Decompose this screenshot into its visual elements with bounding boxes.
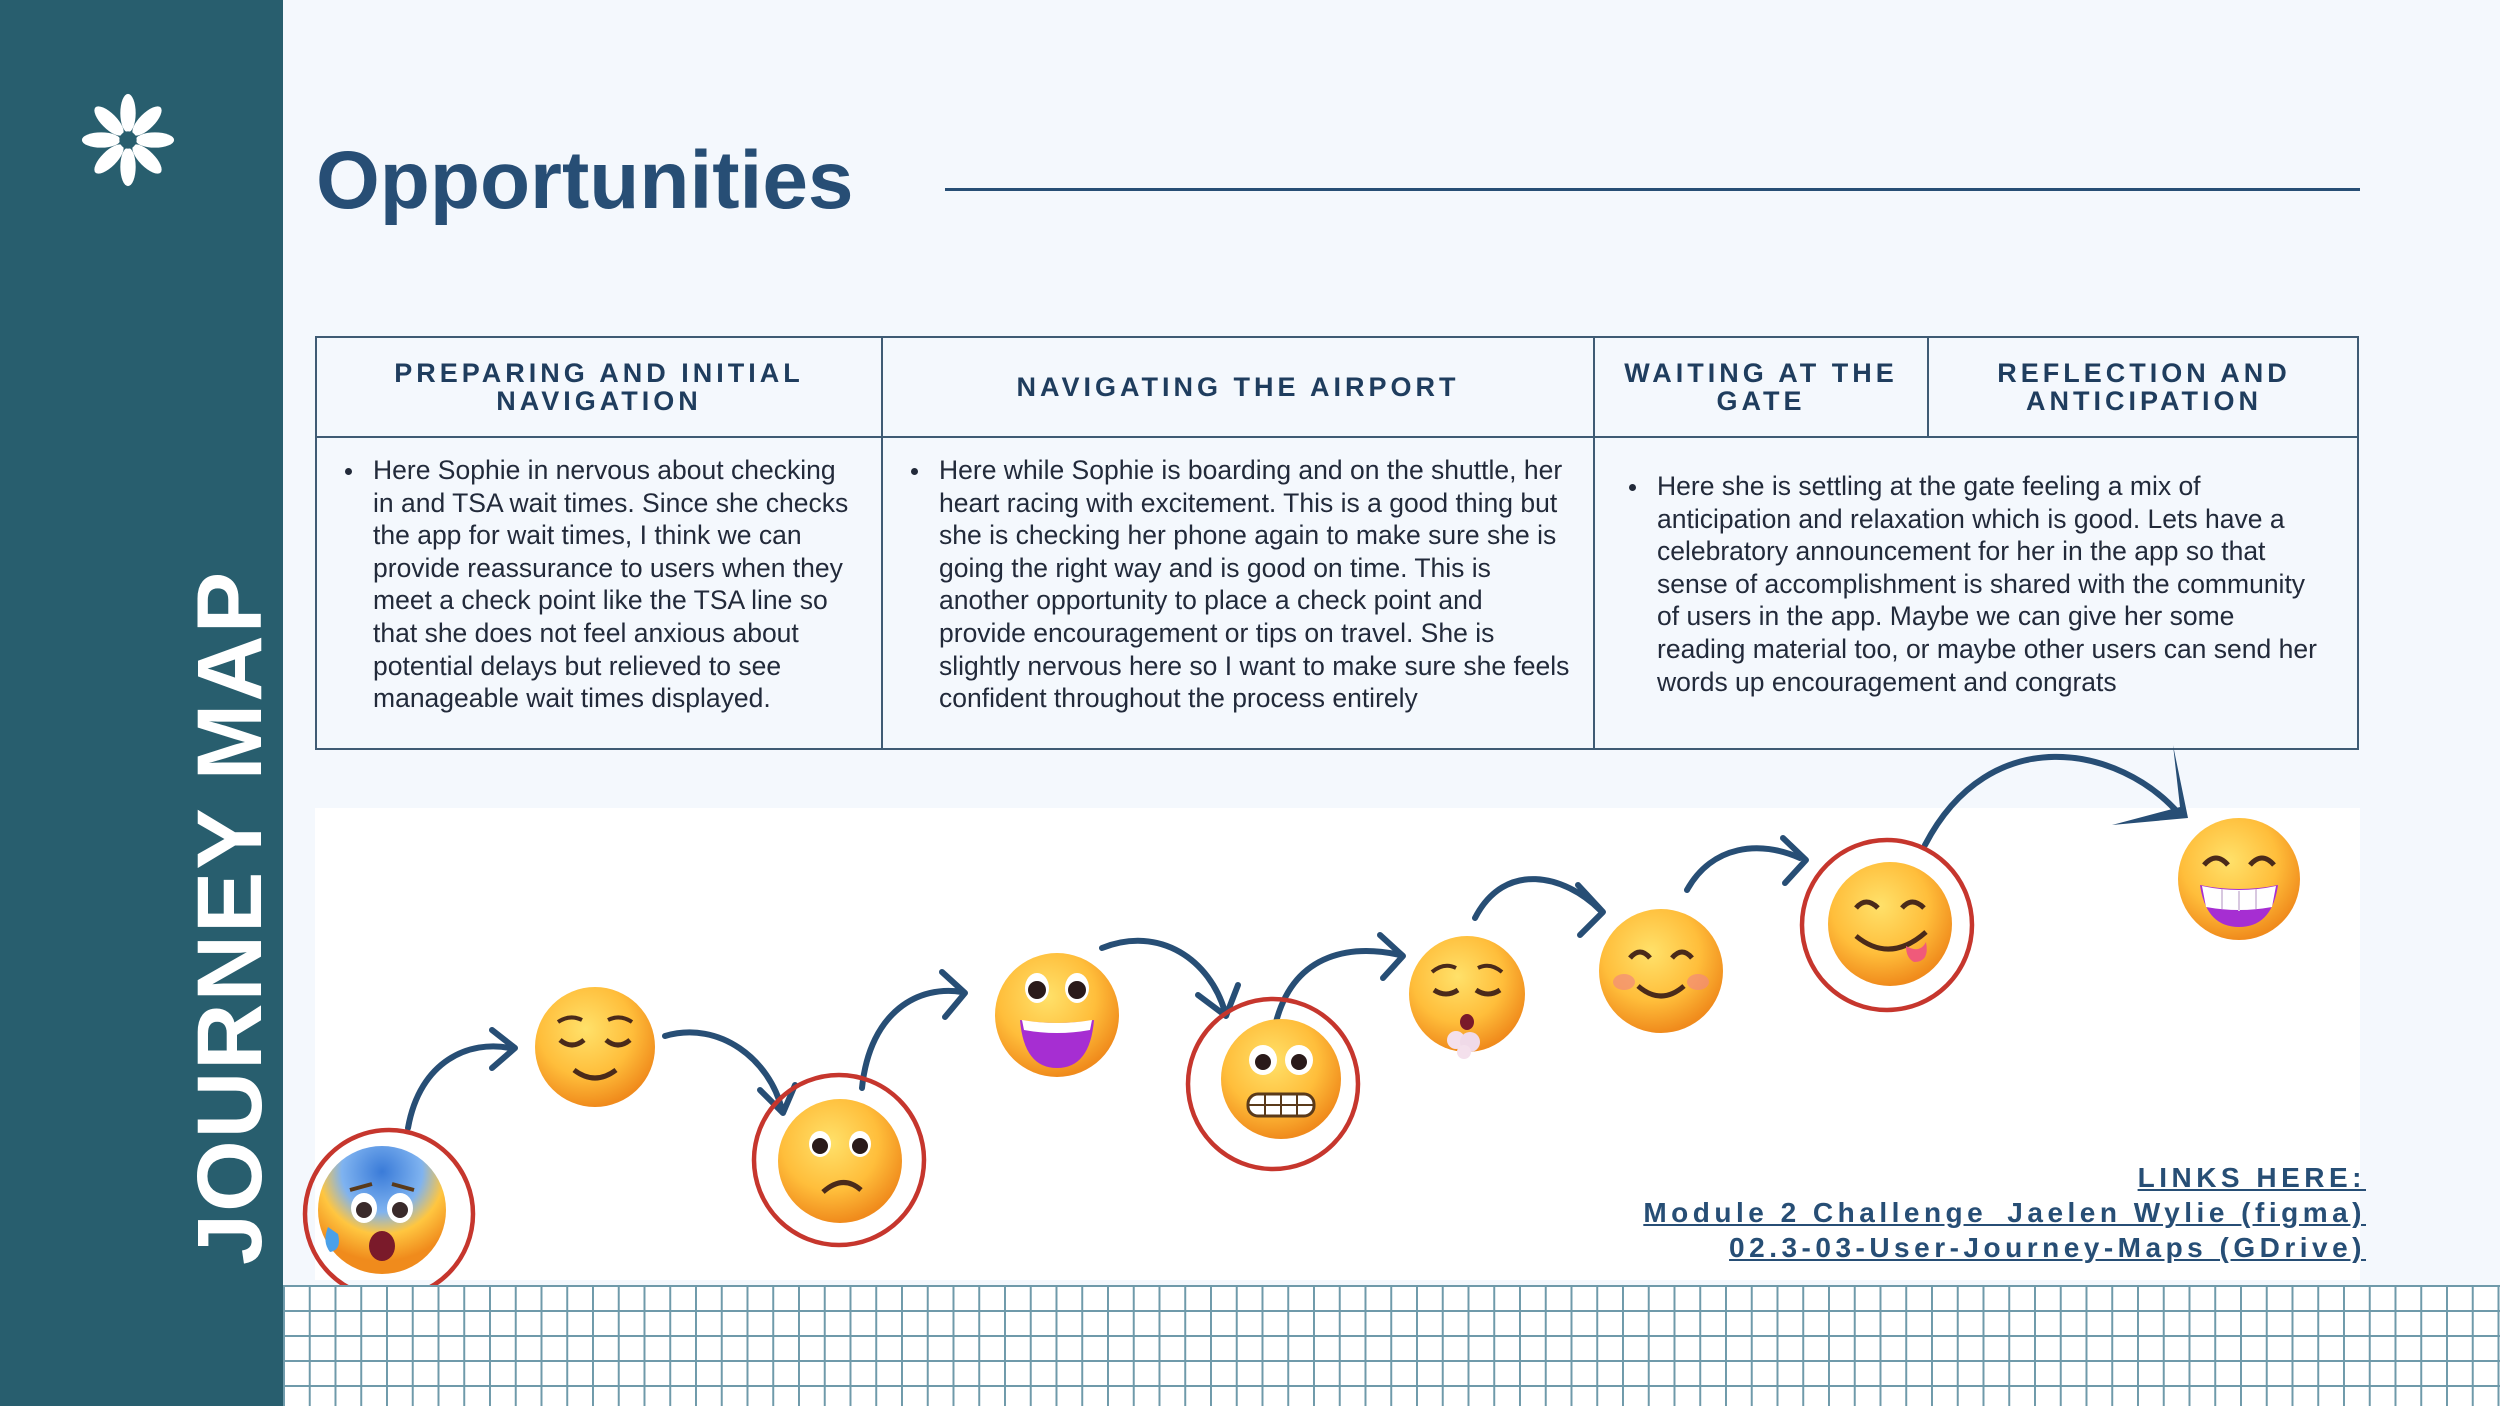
grinning-face-big-eyes-icon [995, 953, 1119, 1077]
opportunities-table: PREPARING AND INITIAL NAVIGATION NAVIGAT… [315, 336, 2359, 750]
figma-link[interactable]: Module 2 Challenge_Jaelen Wylie (figma) [1643, 1197, 2366, 1228]
table-header-preparing: PREPARING AND INITIAL NAVIGATION [317, 338, 883, 436]
face-savoring-food-icon [1828, 862, 1952, 986]
table-cell-navigating: Here while Sophie is boarding and on the… [883, 438, 1595, 748]
page-title: Opportunities [316, 135, 854, 226]
grimacing-face-icon [1221, 1019, 1341, 1139]
relieved-face-icon [535, 987, 655, 1107]
links-section: LINKS HERE: Module 2 Challenge_Jaelen Wy… [1643, 1160, 2366, 1265]
asterisk-flower-icon [81, 93, 175, 187]
smiling-face-icon [1599, 909, 1723, 1033]
title-divider [945, 188, 2360, 191]
anxious-face-with-sweat-icon [318, 1146, 446, 1274]
table-cell-waiting-reflection: Here she is settling at the gate feeling… [1595, 438, 2359, 748]
highlight-ring [1185, 996, 1361, 1172]
face-exhaling-icon [1409, 936, 1525, 1059]
table-header-navigating: NAVIGATING THE AIRPORT [883, 338, 1595, 436]
beaming-face-icon [2178, 818, 2300, 940]
highlight-ring [1799, 837, 1975, 1013]
table-cell-preparing: Here Sophie in nervous about checking in… [317, 438, 883, 748]
highlight-ring [302, 1127, 476, 1301]
gdrive-link[interactable]: 02.3-03-User-Journey-Maps (GDrive) [1729, 1232, 2366, 1263]
list-item: Here while Sophie is boarding and on the… [911, 455, 1570, 714]
highlight-ring [751, 1072, 927, 1248]
table-header-waiting: WAITING AT THE GATE [1595, 338, 1929, 436]
emotion-journey [315, 808, 2360, 1280]
list-item: Here she is settling at the gate feeling… [1629, 470, 2319, 698]
table-header-reflection: REFLECTION AND ANTICIPATION [1997, 357, 2291, 416]
slightly-frowning-face-icon [778, 1099, 902, 1223]
links-heading: LINKS HERE: [2137, 1162, 2366, 1193]
list-item: Here Sophie in nervous about checking in… [345, 454, 859, 715]
table-divider [317, 436, 2357, 438]
sidebar: JOURNEY MAP [0, 0, 283, 1406]
grid-decoration [283, 1285, 2500, 1406]
